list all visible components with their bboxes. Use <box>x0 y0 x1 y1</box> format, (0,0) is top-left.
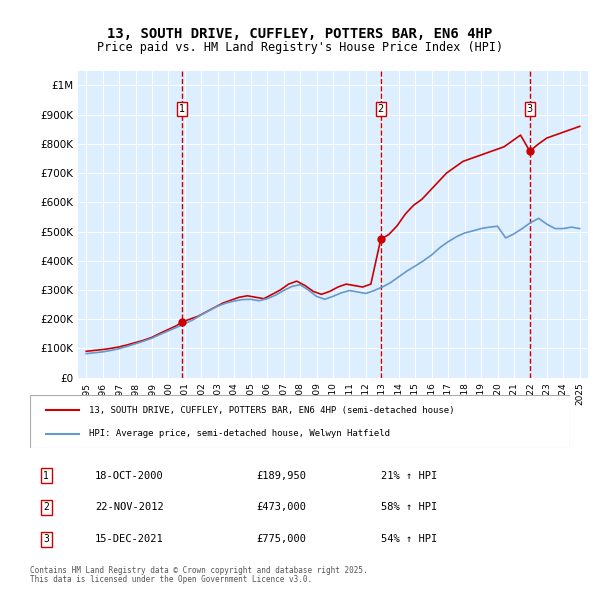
Text: 2: 2 <box>377 104 384 114</box>
Text: This data is licensed under the Open Government Licence v3.0.: This data is licensed under the Open Gov… <box>30 575 312 584</box>
Text: 13, SOUTH DRIVE, CUFFLEY, POTTERS BAR, EN6 4HP (semi-detached house): 13, SOUTH DRIVE, CUFFLEY, POTTERS BAR, E… <box>89 406 455 415</box>
Text: £189,950: £189,950 <box>257 471 307 480</box>
Text: £473,000: £473,000 <box>257 503 307 512</box>
Text: 3: 3 <box>527 104 533 114</box>
Text: 15-DEC-2021: 15-DEC-2021 <box>95 535 164 544</box>
FancyBboxPatch shape <box>30 395 570 448</box>
Text: 54% ↑ HPI: 54% ↑ HPI <box>381 535 437 544</box>
Text: 2: 2 <box>43 503 49 512</box>
Text: Price paid vs. HM Land Registry's House Price Index (HPI): Price paid vs. HM Land Registry's House … <box>97 41 503 54</box>
Text: 22-NOV-2012: 22-NOV-2012 <box>95 503 164 512</box>
Text: 21% ↑ HPI: 21% ↑ HPI <box>381 471 437 480</box>
Text: 58% ↑ HPI: 58% ↑ HPI <box>381 503 437 512</box>
Text: 3: 3 <box>43 535 49 544</box>
Text: £775,000: £775,000 <box>257 535 307 544</box>
Text: HPI: Average price, semi-detached house, Welwyn Hatfield: HPI: Average price, semi-detached house,… <box>89 429 391 438</box>
Text: 1: 1 <box>179 104 185 114</box>
Text: 13, SOUTH DRIVE, CUFFLEY, POTTERS BAR, EN6 4HP: 13, SOUTH DRIVE, CUFFLEY, POTTERS BAR, E… <box>107 27 493 41</box>
Text: 1: 1 <box>43 471 49 480</box>
Text: 18-OCT-2000: 18-OCT-2000 <box>95 471 164 480</box>
Text: Contains HM Land Registry data © Crown copyright and database right 2025.: Contains HM Land Registry data © Crown c… <box>30 566 368 575</box>
